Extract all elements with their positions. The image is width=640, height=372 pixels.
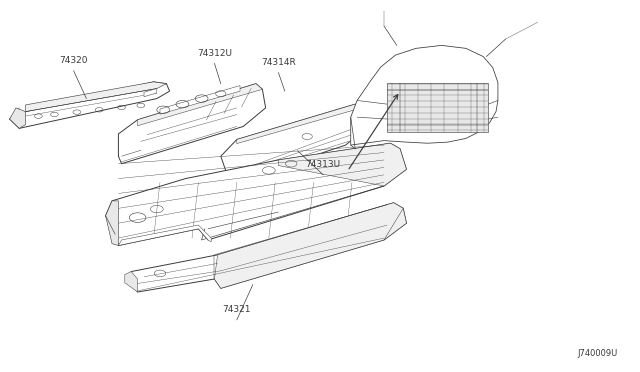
Text: 74320: 74320 [60, 56, 88, 65]
Text: 74321: 74321 [223, 305, 251, 314]
Polygon shape [131, 203, 406, 292]
Polygon shape [138, 84, 262, 126]
Text: 74313U: 74313U [306, 160, 340, 169]
Text: 74314R: 74314R [261, 58, 296, 67]
Text: J740009U: J740009U [577, 349, 618, 358]
Polygon shape [106, 143, 406, 246]
Polygon shape [351, 45, 498, 145]
Polygon shape [118, 225, 211, 246]
Polygon shape [144, 89, 157, 97]
Polygon shape [237, 104, 362, 144]
Polygon shape [26, 82, 166, 112]
Polygon shape [10, 108, 26, 128]
Polygon shape [106, 201, 118, 246]
Polygon shape [221, 104, 368, 182]
Polygon shape [10, 82, 170, 128]
Polygon shape [118, 84, 266, 164]
Polygon shape [278, 143, 406, 186]
Polygon shape [160, 86, 240, 114]
Polygon shape [214, 203, 406, 288]
Polygon shape [387, 83, 488, 132]
Text: 74312U: 74312U [197, 49, 232, 58]
Polygon shape [125, 272, 138, 292]
